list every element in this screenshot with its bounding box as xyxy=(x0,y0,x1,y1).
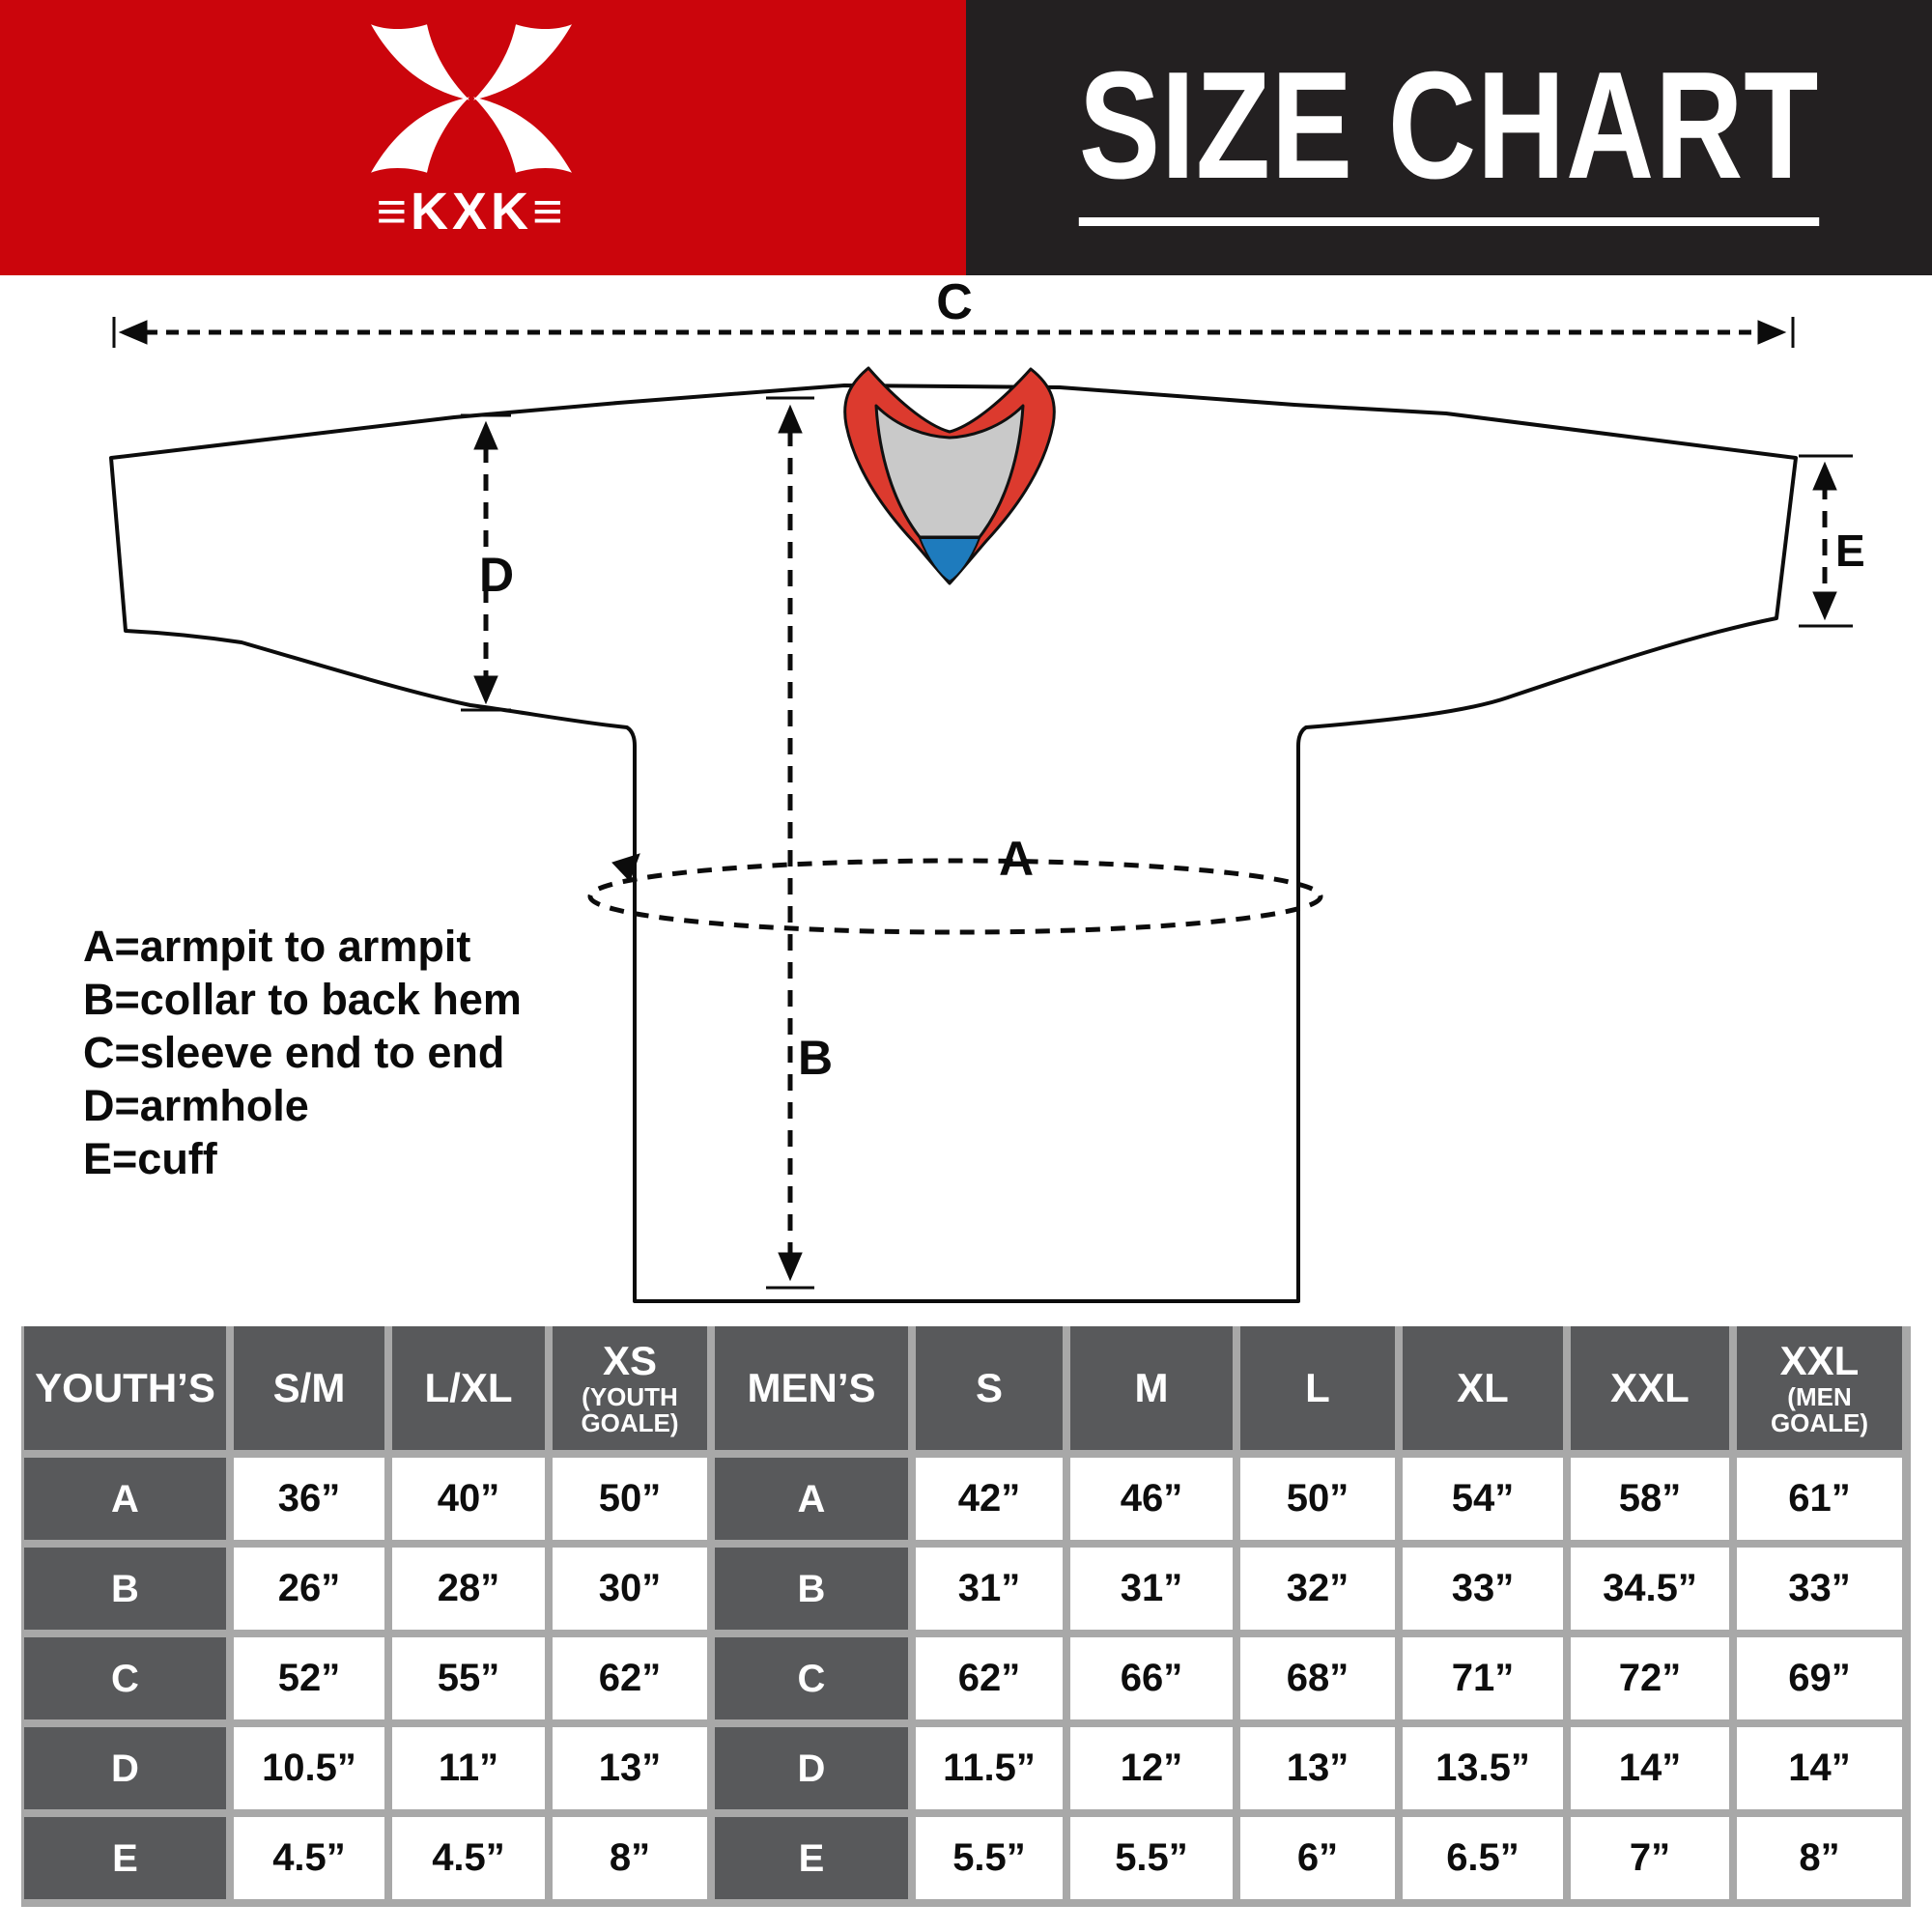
label-e: E xyxy=(1835,526,1865,576)
measure-arrow-d xyxy=(461,413,511,712)
table-value-cell: 54” xyxy=(1403,1458,1563,1540)
legend-line-c: C=sleeve end to end xyxy=(83,1028,505,1077)
table-value-cell: 30” xyxy=(553,1548,707,1630)
table-value-cell: 13” xyxy=(1240,1727,1395,1809)
header-banner: ≡KXK≡ SIZE CHART xyxy=(0,0,1932,275)
table-value-cell: 66” xyxy=(1070,1637,1233,1719)
table-value-cell: 36” xyxy=(234,1458,384,1540)
table-value-cell: 40” xyxy=(392,1458,545,1540)
label-a: A xyxy=(999,832,1034,886)
table-value-cell: 8” xyxy=(553,1817,707,1899)
size-table: YOUTH’S S/M L/XL XS (YOUTH GOALE) MEN’S S M L XL X… xyxy=(21,1326,1911,1907)
table-header-cell: MEN’S xyxy=(715,1326,908,1450)
table-row-label-youth: B xyxy=(24,1548,226,1630)
table-header-cell: XXL (MEN GOALE) xyxy=(1737,1326,1902,1450)
label-c: C xyxy=(936,274,973,330)
table-row-label-youth: A xyxy=(24,1458,226,1540)
measure-arrow-e xyxy=(1799,454,1853,628)
table-row-label-men: A xyxy=(715,1458,908,1540)
legend-line-d: D=armhole xyxy=(83,1081,309,1130)
table-value-cell: 31” xyxy=(1070,1548,1233,1630)
legend-line-a: A=armpit to armpit xyxy=(83,922,471,971)
table-header-cell: S xyxy=(916,1326,1063,1450)
collar-blue-tip xyxy=(919,537,980,582)
table-value-cell: 69” xyxy=(1737,1637,1902,1719)
table-value-cell: 10.5” xyxy=(234,1727,384,1809)
table-value-cell: 14” xyxy=(1571,1727,1729,1809)
table-value-cell: 4.5” xyxy=(234,1817,384,1899)
table-value-cell: 32” xyxy=(1240,1548,1395,1630)
table-row-label-men: D xyxy=(715,1727,908,1809)
table-value-cell: 50” xyxy=(1240,1458,1395,1540)
table-header-cell: L xyxy=(1240,1326,1395,1450)
table-row-label-youth: D xyxy=(24,1727,226,1809)
kxk-logo-icon xyxy=(371,24,572,173)
table-value-cell: 34.5” xyxy=(1571,1548,1729,1630)
measure-ellipse-a xyxy=(587,853,1323,935)
legend-line-e: E=cuff xyxy=(83,1134,217,1183)
table-value-cell: 72” xyxy=(1571,1637,1729,1719)
table-value-cell: 26” xyxy=(234,1548,384,1630)
table-row-label-youth: C xyxy=(24,1637,226,1719)
table-header-cell: XL xyxy=(1403,1326,1563,1450)
table-value-cell: 5.5” xyxy=(1070,1817,1233,1899)
table-value-cell: 33” xyxy=(1737,1548,1902,1630)
table-value-cell: 11” xyxy=(392,1727,545,1809)
title-panel: SIZE CHART xyxy=(966,0,1932,275)
brand-panel: ≡KXK≡ xyxy=(0,0,966,275)
table-header-cell: XXL xyxy=(1571,1326,1729,1450)
table-header-cell: XS (YOUTH GOALE) xyxy=(553,1326,707,1450)
table-value-cell: 12” xyxy=(1070,1727,1233,1809)
table-value-cell: 4.5” xyxy=(392,1817,545,1899)
table-value-cell: 28” xyxy=(392,1548,545,1630)
table-value-cell: 13” xyxy=(553,1727,707,1809)
table-row-label-men: C xyxy=(715,1637,908,1719)
table-value-cell: 50” xyxy=(553,1458,707,1540)
table-header-cell: M xyxy=(1070,1326,1233,1450)
legend-line-b: B=collar to back hem xyxy=(83,975,522,1024)
table-value-cell: 62” xyxy=(553,1637,707,1719)
table-value-cell: 8” xyxy=(1737,1817,1902,1899)
table-value-cell: 7” xyxy=(1571,1817,1729,1899)
table-value-cell: 6.5” xyxy=(1403,1817,1563,1899)
table-value-cell: 5.5” xyxy=(916,1817,1063,1899)
table-row-label-youth: E xyxy=(24,1817,226,1899)
table-value-cell: 33” xyxy=(1403,1548,1563,1630)
label-b: B xyxy=(798,1031,833,1085)
collar-gray-inner xyxy=(874,404,1025,539)
table-value-cell: 58” xyxy=(1571,1458,1729,1540)
table-row-label-men: B xyxy=(715,1548,908,1630)
label-d: D xyxy=(479,548,514,602)
table-value-cell: 6” xyxy=(1240,1817,1395,1899)
table-value-cell: 62” xyxy=(916,1637,1063,1719)
page-title: SIZE CHART xyxy=(1078,49,1820,226)
table-header-cell: YOUTH’S xyxy=(24,1326,226,1450)
table-value-cell: 14” xyxy=(1737,1727,1902,1809)
brand-wordmark: ≡KXK≡ xyxy=(376,183,567,241)
table-value-cell: 68” xyxy=(1240,1637,1395,1719)
table-value-cell: 55” xyxy=(392,1637,545,1719)
table-row-label-men: E xyxy=(715,1817,908,1899)
table-value-cell: 61” xyxy=(1737,1458,1902,1540)
table-value-cell: 31” xyxy=(916,1548,1063,1630)
table-value-cell: 42” xyxy=(916,1458,1063,1540)
measure-arrow-c xyxy=(112,317,1795,348)
table-header-cell: L/XL xyxy=(392,1326,545,1450)
table-value-cell: 71” xyxy=(1403,1637,1563,1719)
table-value-cell: 13.5” xyxy=(1403,1727,1563,1809)
table-value-cell: 52” xyxy=(234,1637,384,1719)
table-value-cell: 11.5” xyxy=(916,1727,1063,1809)
table-value-cell: 46” xyxy=(1070,1458,1233,1540)
table-header-cell: S/M xyxy=(234,1326,384,1450)
measurement-legend: A=armpit to armpit B=collar to back hem … xyxy=(83,920,522,1185)
jersey-outline xyxy=(109,384,1798,1303)
measure-arrow-b xyxy=(766,396,814,1290)
